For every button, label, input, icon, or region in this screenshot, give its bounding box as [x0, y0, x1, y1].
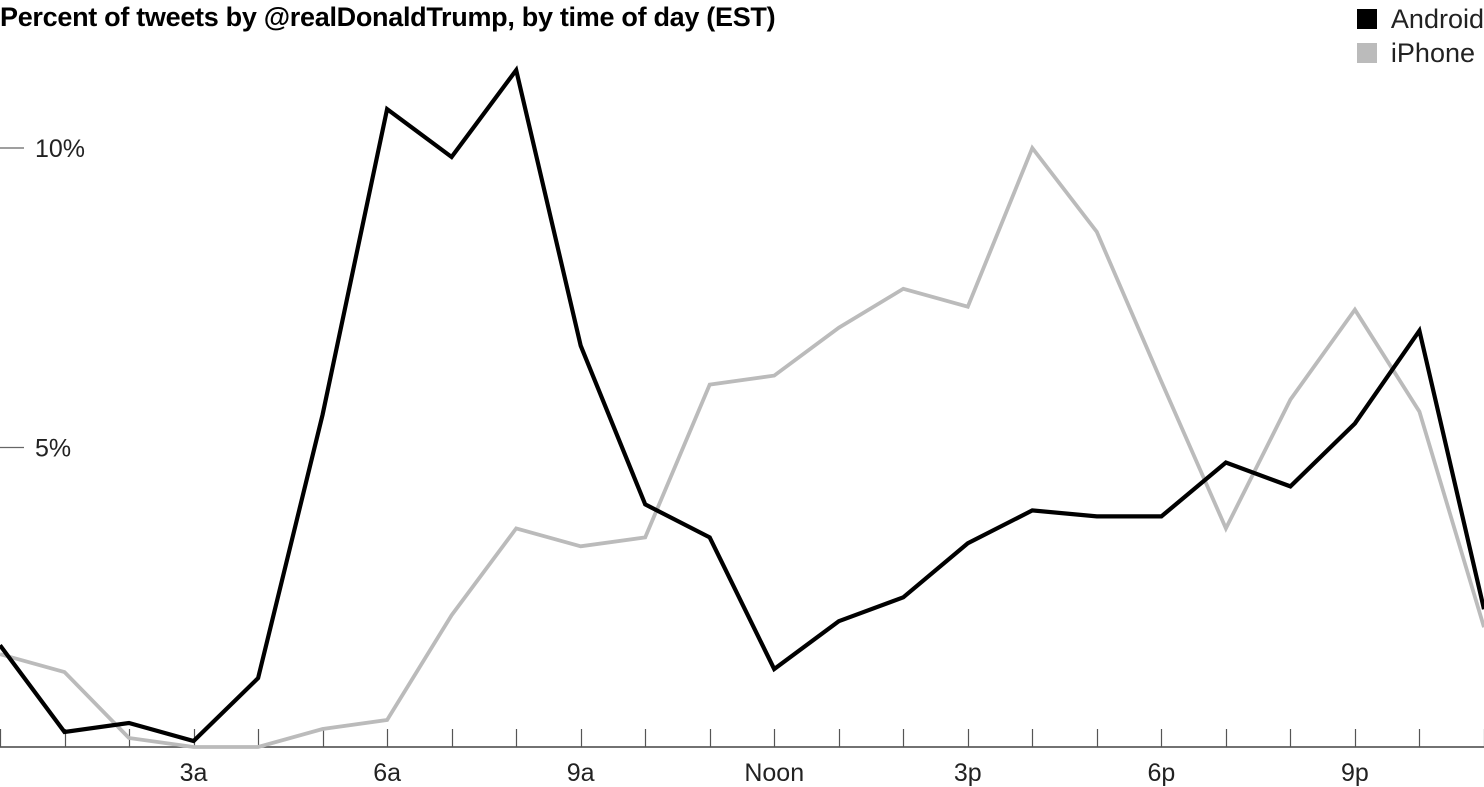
x-tick-label: 3p: [954, 759, 982, 787]
x-axis: 3a 6a 9a Noon 3p 6p 9p: [0, 729, 1484, 787]
y-tick-label: 10%: [35, 135, 85, 163]
legend-swatch-android: [1356, 9, 1377, 29]
x-tick-label: 3a: [180, 759, 208, 787]
x-tick-label: Noon: [744, 759, 804, 787]
series-line-iphone: [0, 144, 1484, 749]
chart-title: Percent of tweets by @realDonaldTrump, b…: [0, 2, 776, 32]
legend-item-android: Android: [1356, 2, 1484, 36]
x-tick-label: 6a: [373, 759, 401, 787]
x-tick-label: 9a: [567, 759, 595, 787]
legend-label-android: Android: [1390, 3, 1484, 34]
x-tick-label: 6p: [1147, 759, 1175, 787]
y-tick-label: 5%: [35, 435, 71, 463]
y-axis: 5% 10%: [0, 135, 85, 463]
series-line-android: [0, 65, 1484, 744]
legend-label-iphone: iPhone: [1390, 37, 1475, 68]
legend: Android iPhone: [1356, 2, 1484, 70]
x-tick-label: 9p: [1341, 759, 1369, 787]
legend-swatch-iphone: [1356, 43, 1377, 63]
legend-item-iphone: iPhone: [1356, 36, 1484, 70]
series-lines: [0, 65, 1484, 749]
